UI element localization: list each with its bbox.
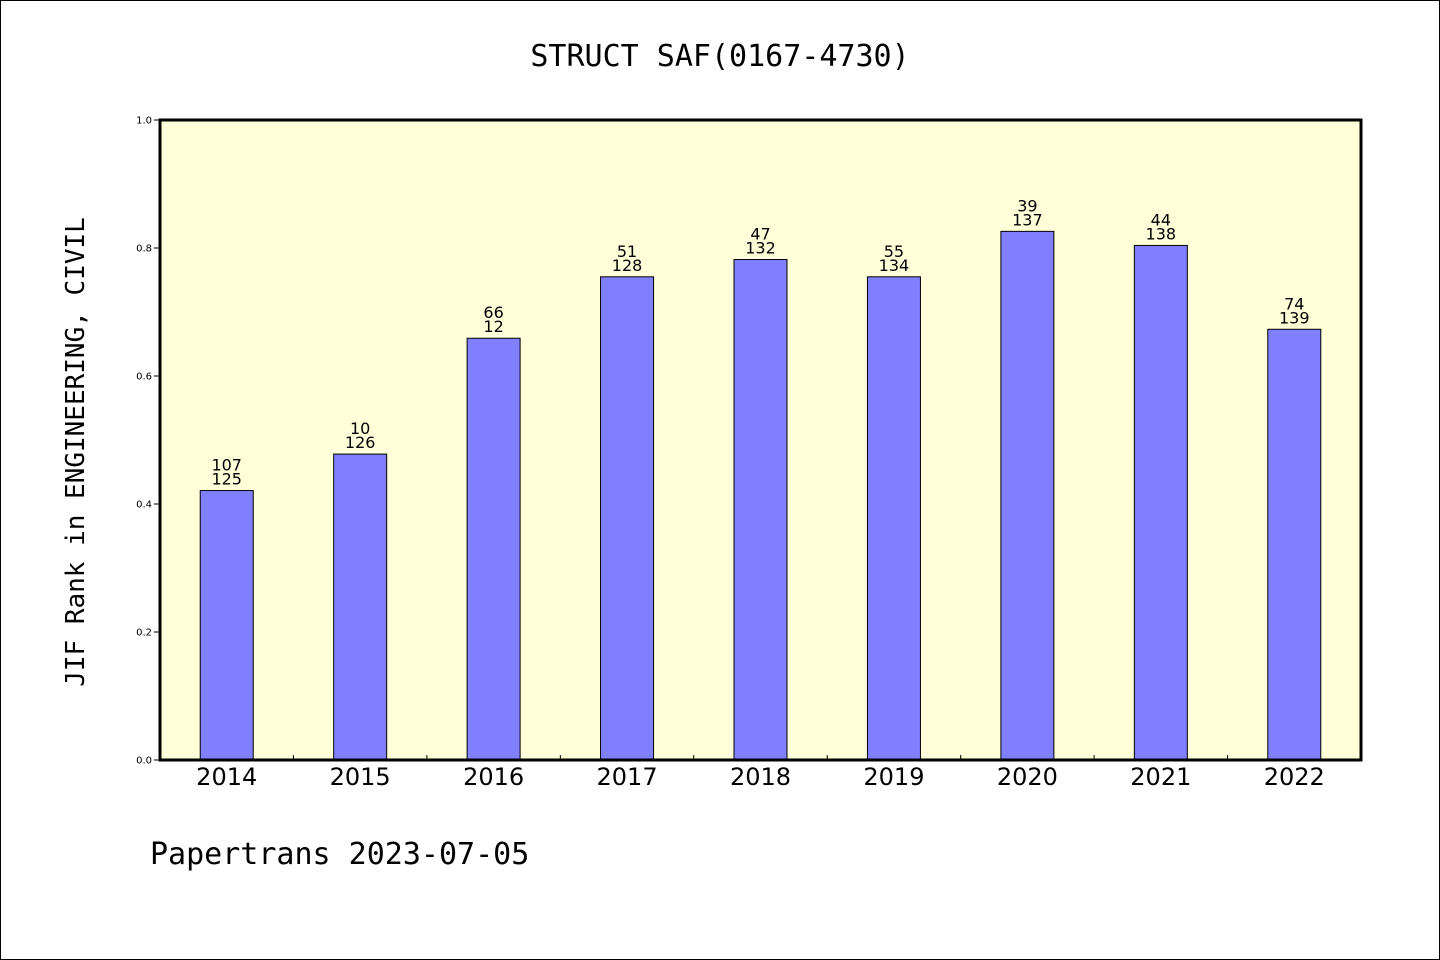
bar-label-bottom: 138 <box>1146 224 1177 243</box>
bar-label-top: 51 <box>617 242 637 261</box>
x-tick-label: 2016 <box>463 763 524 791</box>
bar-label-bottom: 125 <box>211 470 242 489</box>
bar <box>733 259 788 761</box>
x-axis-ticks: 2014 2015 2016 2017 2018 2019 2020 2021 2022 <box>196 755 1325 791</box>
y-axis-ticks: 0.0 0.2 0.4 0.6 0.8 1.0 <box>136 116 160 767</box>
footer-credit: Papertrans 2023-07-05 <box>150 837 529 872</box>
y-tick-label: 0.6 <box>136 372 152 383</box>
x-tick-label: 2019 <box>863 763 924 791</box>
plot-border <box>158 118 1363 762</box>
bar <box>199 490 254 761</box>
bars <box>199 230 1322 761</box>
bar-label-bottom: 12 <box>483 317 503 336</box>
y-tick-label: 1.0 <box>136 116 152 127</box>
x-tick-label: 2014 <box>196 763 257 791</box>
bar-label-top: 47 <box>750 225 770 244</box>
x-tick-label: 2015 <box>330 763 391 791</box>
chart-title: STRUCT SAF(0167-4730) <box>530 39 909 74</box>
bar-label-bottom: 137 <box>1012 210 1043 229</box>
bar-label-bottom: 132 <box>745 239 776 258</box>
x-tick-label: 2021 <box>1130 763 1191 791</box>
bar-label-top: 107 <box>211 456 242 475</box>
y-tick-label: 0.4 <box>136 500 152 511</box>
bar <box>600 276 655 761</box>
bar-label-top: 10 <box>350 419 370 438</box>
bar <box>333 453 388 761</box>
x-tick-label: 2018 <box>730 763 791 791</box>
bar-label-bottom: 139 <box>1279 308 1310 327</box>
bar-label-top: 39 <box>1017 196 1037 215</box>
bar-label-top: 74 <box>1284 294 1304 313</box>
y-tick-label: 0.8 <box>136 244 152 255</box>
bar <box>1267 328 1322 761</box>
bar <box>1133 244 1188 761</box>
y-tick-label: 0.2 <box>136 628 152 639</box>
bar-label-top: 44 <box>1151 210 1171 229</box>
bar <box>866 276 921 761</box>
x-tick-label: 2017 <box>597 763 658 791</box>
bar-label-top: 55 <box>884 242 904 261</box>
bar-label-top: 66 <box>483 303 503 322</box>
y-tick-label: 0.0 <box>136 756 152 767</box>
x-tick-label: 2022 <box>1264 763 1325 791</box>
bar-label-bottom: 128 <box>612 256 643 275</box>
bar-label-bottom: 134 <box>879 256 910 275</box>
bar <box>1000 230 1055 761</box>
bar-label-bottom: 126 <box>345 433 376 452</box>
bar <box>466 337 521 761</box>
x-tick-label: 2020 <box>997 763 1058 791</box>
y-axis-label: JIF Rank in ENGINEERING, CIVIL <box>61 217 91 687</box>
